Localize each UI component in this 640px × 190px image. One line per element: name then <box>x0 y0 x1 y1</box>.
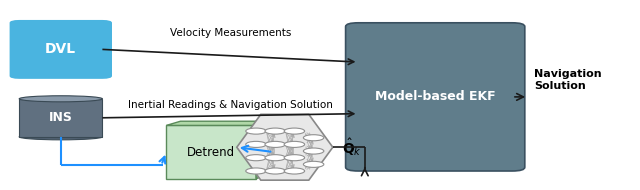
Circle shape <box>246 128 266 134</box>
Text: Detrend: Detrend <box>187 146 236 158</box>
Circle shape <box>303 148 324 154</box>
Polygon shape <box>256 121 270 179</box>
Circle shape <box>303 135 324 141</box>
Polygon shape <box>166 121 270 125</box>
Polygon shape <box>237 114 333 180</box>
Circle shape <box>265 141 285 147</box>
Bar <box>19 99 102 137</box>
Circle shape <box>265 168 285 174</box>
Ellipse shape <box>19 96 102 102</box>
Circle shape <box>265 155 285 161</box>
Circle shape <box>246 168 266 174</box>
Circle shape <box>265 128 285 134</box>
Text: DVL: DVL <box>45 42 76 56</box>
Circle shape <box>284 155 305 161</box>
Text: $\hat{\mathbf{Q}}_k$: $\hat{\mathbf{Q}}_k$ <box>342 136 362 158</box>
FancyBboxPatch shape <box>346 23 525 171</box>
Text: Navigation
Solution: Navigation Solution <box>534 69 602 91</box>
Circle shape <box>246 141 266 147</box>
Circle shape <box>246 155 266 161</box>
Text: Velocity Measurements: Velocity Measurements <box>170 28 291 38</box>
Ellipse shape <box>19 134 102 140</box>
Text: INS: INS <box>49 111 73 124</box>
Text: Inertial Readings & Navigation Solution: Inertial Readings & Navigation Solution <box>128 100 333 110</box>
Bar <box>166 125 256 179</box>
Circle shape <box>284 141 305 147</box>
FancyBboxPatch shape <box>10 20 112 79</box>
Text: Model-based EKF: Model-based EKF <box>375 90 495 103</box>
Circle shape <box>284 128 305 134</box>
Circle shape <box>303 161 324 167</box>
Circle shape <box>284 168 305 174</box>
